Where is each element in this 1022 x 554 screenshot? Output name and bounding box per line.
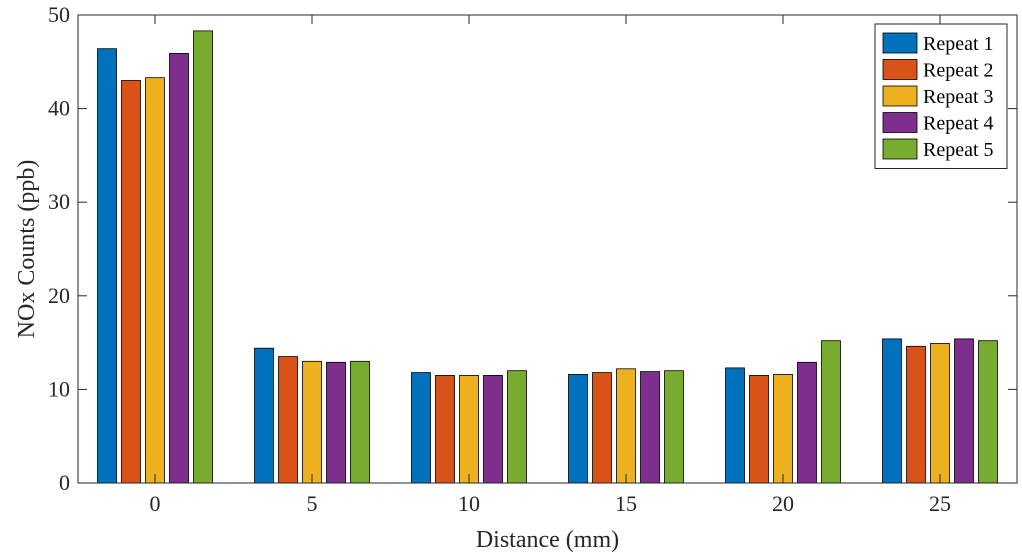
bar-repeat-2-15: [592, 372, 612, 484]
x-tick-label: 20: [772, 491, 794, 516]
bar-repeat-3-10: [459, 374, 479, 484]
y-axis-label: NOx Counts (ppb): [14, 160, 40, 339]
bar-repeat-2-10: [435, 374, 455, 484]
y-tick-label: 50: [48, 2, 70, 27]
legend-swatch-repeat-5: [882, 138, 918, 160]
plot-area: [78, 15, 1017, 483]
bar-repeat-2-0: [121, 80, 141, 484]
bar-repeat-5-10: [507, 370, 527, 484]
bar-repeat-1-20: [725, 367, 745, 484]
bar-repeat-5-15: [664, 370, 684, 484]
x-tick-label: 10: [458, 491, 480, 516]
bar-repeat-3-5: [302, 360, 322, 484]
legend-label-repeat-3: Repeat 3: [923, 86, 994, 108]
y-tick-label: 40: [48, 96, 70, 121]
bar-repeat-2-5: [278, 356, 298, 484]
bar-repeat-1-15: [568, 373, 588, 484]
legend-swatch-repeat-3: [882, 85, 918, 107]
bar-repeat-5-5: [350, 360, 370, 484]
bar-repeat-1-5: [254, 347, 274, 484]
legend-swatch-repeat-1: [882, 32, 918, 54]
plot-frame: [77, 14, 1018, 484]
y-tick-label: 0: [59, 470, 70, 495]
bar-repeat-2-25: [906, 345, 926, 484]
legend-label-repeat-5: Repeat 5: [923, 139, 994, 161]
bars-group: [97, 30, 998, 484]
x-axis-label: Distance (mm): [476, 527, 619, 553]
y-tick-label: 10: [48, 376, 70, 401]
bar-repeat-4-0: [169, 53, 189, 484]
x-tick-label: 15: [615, 491, 637, 516]
bar-repeat-3-25: [930, 343, 950, 484]
y-axis: 0 10 20 30 40 50: [48, 2, 1017, 495]
bar-repeat-4-5: [326, 361, 346, 484]
legend-swatch-repeat-2: [882, 59, 918, 80]
legend-label-repeat-4: Repeat 4: [923, 113, 994, 135]
bar-repeat-5-20: [821, 340, 841, 484]
bar-repeat-4-20: [797, 361, 817, 484]
bar-repeat-1-10: [411, 372, 431, 484]
bar-repeat-2-20: [749, 374, 769, 484]
bar-repeat-1-0: [97, 48, 117, 484]
bar-repeat-3-20: [773, 373, 793, 484]
bar-repeat-4-10: [483, 374, 503, 484]
y-tick-label: 30: [48, 189, 70, 214]
bar-repeat-4-25: [954, 338, 974, 484]
y-tick-label: 20: [48, 283, 70, 308]
legend: Repeat 1 Repeat 2 Repeat 3 Repeat 4 Repeat 5: [874, 23, 1008, 169]
x-tick-label: 5: [307, 491, 318, 516]
legend-label-repeat-1: Repeat 1: [923, 33, 994, 55]
x-tick-label: 0: [150, 491, 161, 516]
bar-repeat-5-25: [978, 340, 998, 484]
x-tick-label: 25: [929, 491, 951, 516]
bar-repeat-5-0: [193, 30, 213, 484]
bar-repeat-1-25: [882, 338, 902, 484]
legend-swatch-repeat-4: [882, 112, 918, 133]
bar-repeat-3-15: [616, 368, 636, 484]
x-axis: 0 5 10 15 20 25: [150, 15, 951, 516]
legend-label-repeat-2: Repeat 2: [923, 60, 994, 82]
bar-repeat-3-0: [145, 77, 165, 484]
bar-repeat-4-15: [640, 371, 660, 484]
